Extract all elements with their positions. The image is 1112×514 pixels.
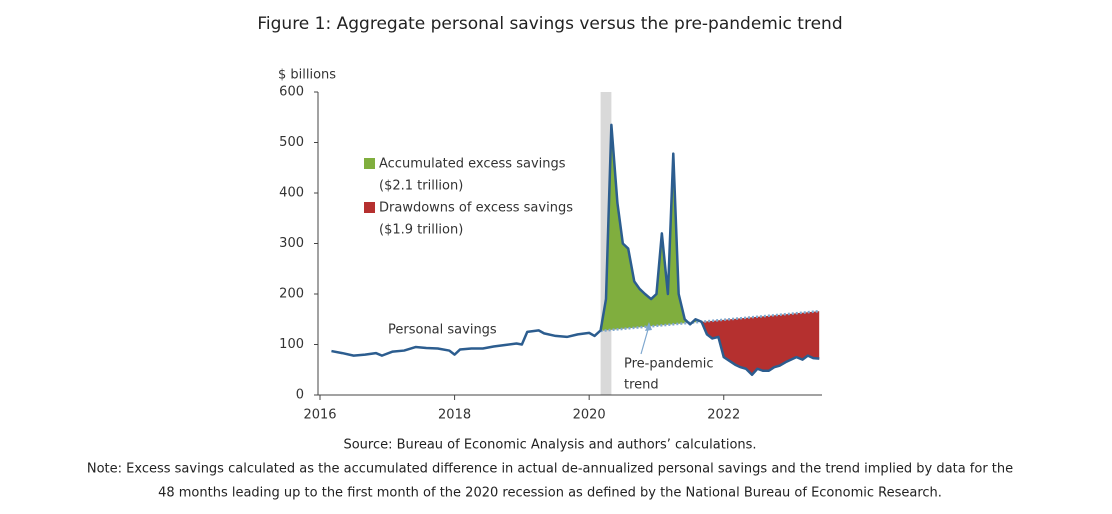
x-tick-label: 2022 [707, 408, 740, 423]
arrowhead [645, 322, 652, 331]
excess-area [600, 124, 820, 331]
y-tick-label: 300 [279, 236, 304, 251]
arrow [640, 325, 650, 355]
legend-note: ($1.9 trillion) [379, 223, 463, 238]
chart-title: Figure 1: Aggregate personal savings ver… [257, 14, 842, 34]
series-label: Personal savings [388, 323, 497, 338]
note: Note: Excess savings calculated as the a… [87, 462, 1013, 477]
source: Source: Bureau of Economic Analysis and … [343, 438, 756, 453]
savings-line [331, 123, 820, 377]
recession-shade [600, 92, 612, 395]
trend-line [600, 309, 820, 333]
y-tick-label: 600 [279, 85, 304, 100]
legend-label: Drawdowns of excess savings [379, 201, 573, 216]
y-tick-label: 200 [279, 287, 304, 302]
y-tick-label: 400 [279, 186, 304, 201]
legend-label: Accumulated excess savings [379, 157, 566, 172]
y-axis-label: $ billions [278, 68, 336, 83]
series-label: Pre-pandemic [624, 357, 714, 372]
x-tick-label: 2016 [303, 408, 336, 423]
legend-swatch [364, 202, 375, 213]
y-tick-label: 0 [296, 388, 304, 403]
series-label: trend [624, 378, 659, 393]
legend-note: ($2.1 trillion) [379, 179, 463, 194]
note: 48 months leading up to the first month … [158, 486, 942, 501]
x-tick-label: 2020 [573, 408, 606, 423]
y-tick-label: 500 [279, 135, 304, 150]
y-tick-label: 100 [279, 337, 304, 352]
x-tick-label: 2018 [438, 408, 471, 423]
legend-swatch [364, 158, 375, 169]
